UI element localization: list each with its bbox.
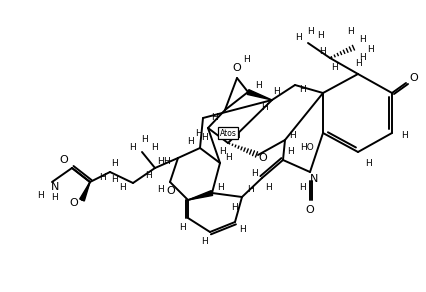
Text: H: H (239, 225, 246, 234)
Text: H: H (287, 147, 294, 157)
Text: H: H (307, 27, 314, 36)
Text: H: H (157, 185, 164, 194)
Text: H: H (265, 183, 271, 192)
Text: H: H (261, 102, 268, 112)
Text: H: H (120, 183, 127, 192)
Text: H: H (295, 34, 301, 43)
Text: H: H (299, 84, 306, 93)
Text: O: O (167, 186, 176, 196)
Text: H: H (255, 81, 262, 91)
Text: H: H (247, 185, 253, 194)
Text: O: O (259, 153, 268, 163)
Polygon shape (247, 90, 272, 100)
Text: H: H (354, 60, 361, 69)
Text: H: H (365, 159, 371, 168)
Text: O: O (60, 155, 69, 165)
Text: H: H (360, 34, 366, 44)
Text: H: H (331, 63, 338, 72)
Text: H: H (244, 55, 250, 65)
Text: H: H (51, 192, 58, 201)
Text: HO: HO (300, 143, 314, 152)
Text: H: H (212, 114, 219, 123)
Text: H: H (317, 32, 323, 41)
Text: H: H (360, 53, 366, 62)
Text: H: H (129, 142, 135, 152)
Text: O: O (410, 73, 418, 83)
Text: H: H (187, 138, 193, 147)
Text: H: H (347, 27, 354, 36)
Text: H: H (99, 173, 105, 182)
Polygon shape (80, 182, 90, 201)
Text: H: H (225, 152, 231, 161)
Text: H: H (217, 183, 223, 192)
Text: H: H (163, 157, 170, 166)
Text: Atos: Atos (219, 128, 236, 138)
Text: N: N (310, 174, 318, 184)
Text: H: H (400, 131, 407, 140)
Text: H: H (141, 135, 148, 145)
Text: O: O (233, 63, 242, 73)
Text: H: H (233, 131, 239, 140)
Text: H: H (112, 175, 118, 185)
Text: H: H (195, 128, 201, 138)
Text: N: N (51, 182, 59, 192)
Text: H: H (219, 147, 225, 156)
Text: H: H (299, 183, 306, 192)
Text: O: O (69, 198, 78, 208)
Text: H: H (250, 168, 257, 178)
Text: H: H (201, 237, 208, 246)
Polygon shape (188, 191, 213, 200)
Text: H: H (37, 192, 43, 201)
Text: H: H (157, 157, 164, 166)
Text: H: H (290, 131, 296, 140)
Text: H: H (320, 46, 326, 55)
Text: H: H (368, 44, 374, 53)
Text: O: O (305, 205, 314, 215)
Text: H: H (232, 202, 239, 211)
Text: H: H (273, 86, 280, 95)
Text: H: H (201, 133, 208, 142)
Text: H: H (146, 171, 153, 180)
Text: H: H (151, 142, 157, 152)
Text: H: H (180, 223, 187, 232)
Text: H: H (112, 159, 118, 168)
